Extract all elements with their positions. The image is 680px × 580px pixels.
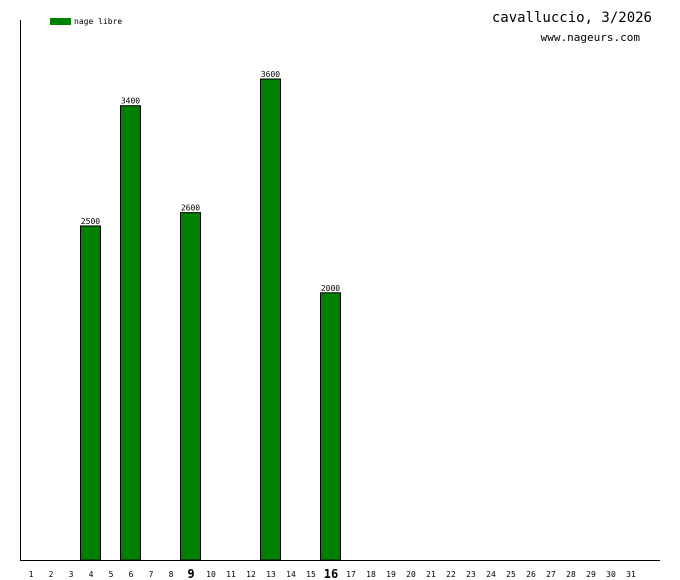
x-tick-label: 27 bbox=[546, 570, 556, 579]
chart-title: cavalluccio, 3/2026 bbox=[491, 10, 652, 26]
x-tick-label: 26 bbox=[526, 570, 536, 579]
bar bbox=[180, 212, 201, 561]
x-tick-label: 4 bbox=[89, 570, 94, 579]
x-tick-label: 19 bbox=[386, 570, 396, 579]
x-tick-label: 3 bbox=[69, 570, 74, 579]
x-tick-label: 13 bbox=[266, 570, 276, 579]
x-tick-label: 31 bbox=[626, 570, 636, 579]
bar bbox=[120, 105, 141, 561]
x-tick-label: 16 bbox=[324, 567, 338, 580]
data-label: 2600 bbox=[181, 204, 200, 213]
x-tick-label: 9 bbox=[187, 567, 194, 580]
x-tick-label: 23 bbox=[466, 570, 476, 579]
x-tick-label: 20 bbox=[406, 570, 416, 579]
x-tick-label: 30 bbox=[606, 570, 616, 579]
x-tick-label: 1 bbox=[29, 570, 34, 579]
data-label: 2000 bbox=[321, 284, 340, 293]
x-tick-label: 29 bbox=[586, 570, 596, 579]
x-tick-label: 22 bbox=[446, 570, 456, 579]
x-tick-label: 24 bbox=[486, 570, 496, 579]
x-tick-label: 18 bbox=[366, 570, 376, 579]
legend-swatch bbox=[50, 18, 71, 25]
x-tick-label: 2 bbox=[49, 570, 54, 579]
x-tick-label: 6 bbox=[129, 570, 134, 579]
x-tick-label: 28 bbox=[566, 570, 576, 579]
legend-label: nage libre bbox=[74, 17, 123, 26]
bar bbox=[80, 225, 101, 561]
data-label: 3600 bbox=[261, 70, 280, 79]
x-tick-label: 10 bbox=[206, 570, 216, 579]
x-tick-label: 8 bbox=[169, 570, 174, 579]
bar bbox=[320, 292, 341, 561]
x-tick-label: 7 bbox=[149, 570, 154, 579]
data-label: 2500 bbox=[81, 217, 100, 226]
x-tick-label: 15 bbox=[306, 570, 316, 579]
x-tick-label: 25 bbox=[506, 570, 516, 579]
x-tick-label: 5 bbox=[109, 570, 114, 579]
bar bbox=[260, 78, 281, 561]
x-tick-label: 21 bbox=[426, 570, 436, 579]
chart-subtitle: www.nageurs.com bbox=[540, 31, 640, 44]
legend: nage libre bbox=[50, 17, 122, 26]
x-tick-label: 11 bbox=[226, 570, 236, 579]
x-tick-label: 17 bbox=[346, 570, 356, 579]
x-tick-label: 12 bbox=[246, 570, 256, 579]
data-label: 3400 bbox=[121, 97, 140, 106]
x-tick-label: 14 bbox=[286, 570, 296, 579]
